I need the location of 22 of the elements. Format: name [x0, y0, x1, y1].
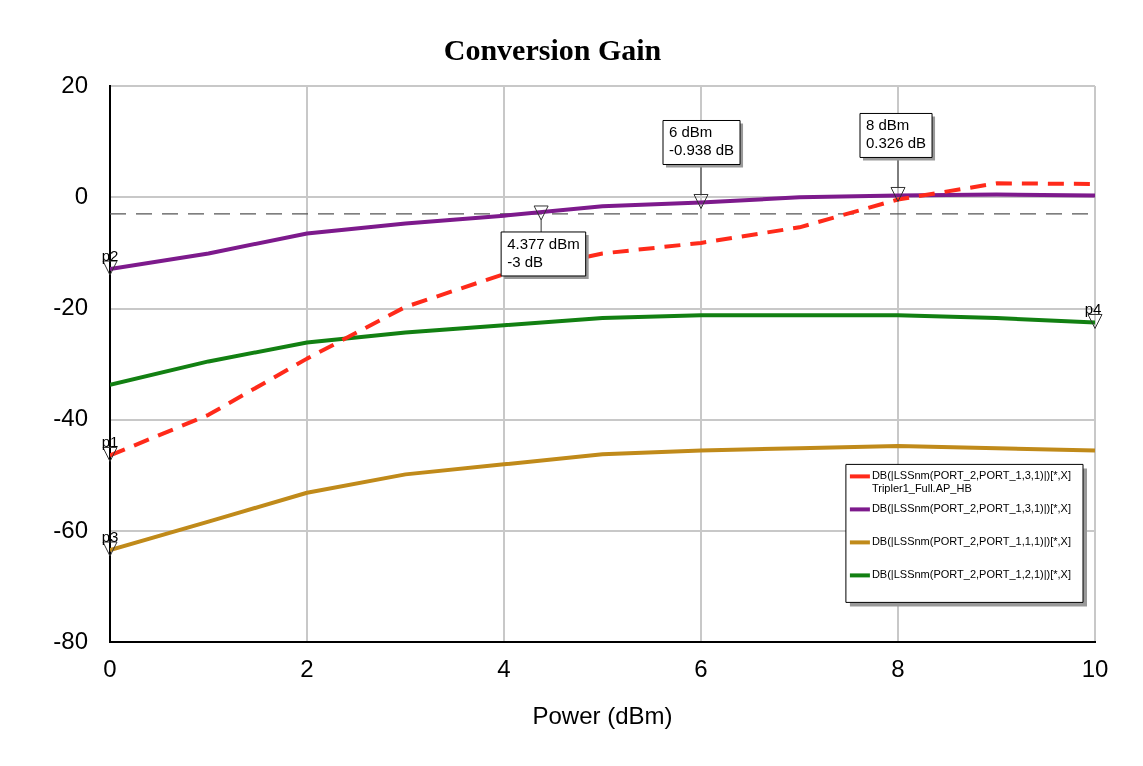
- legend-label: DB(|LSSnm(PORT_2,PORT_1,3,1)|)[*,X] Tripler1_Full.AP_HB: [871, 468, 1072, 494]
- x-tick-label: 6: [694, 655, 708, 683]
- legend-label: DB(|LSSnm(PORT_2,PORT_1,2,1)|)[*,X]: [871, 567, 1072, 580]
- y-tick-label: 0: [74, 181, 88, 209]
- y-tick-label: -60: [53, 515, 88, 543]
- x-axis-title: Power (dBm): [532, 702, 673, 730]
- x-tick-label: 8: [891, 655, 905, 683]
- y-tick-label: -80: [53, 627, 88, 655]
- annotation: 8 dBm 0.326 dB: [866, 116, 927, 152]
- x-tick-label: 2: [300, 655, 314, 683]
- x-tick-label: 0: [103, 655, 117, 683]
- y-tick-label: -20: [53, 293, 88, 321]
- legend-label: DB(|LSSnm(PORT_2,PORT_1,3,1)|)[*,X]: [871, 501, 1072, 514]
- chart-title: Conversion Gain: [443, 32, 662, 66]
- x-tick-label: 10: [1081, 655, 1109, 683]
- annotation: 6 dBm -0.938 dB: [669, 123, 735, 159]
- annotation: p4: [1084, 300, 1102, 318]
- annotation: 4.377 dBm -3 dB: [507, 234, 580, 270]
- x-tick-label: 4: [497, 655, 511, 683]
- y-tick-label: 20: [61, 70, 88, 98]
- y-tick-label: -40: [53, 404, 88, 432]
- legend-label: DB(|LSSnm(PORT_2,PORT_1,1,1)|)[*,X]: [871, 534, 1072, 547]
